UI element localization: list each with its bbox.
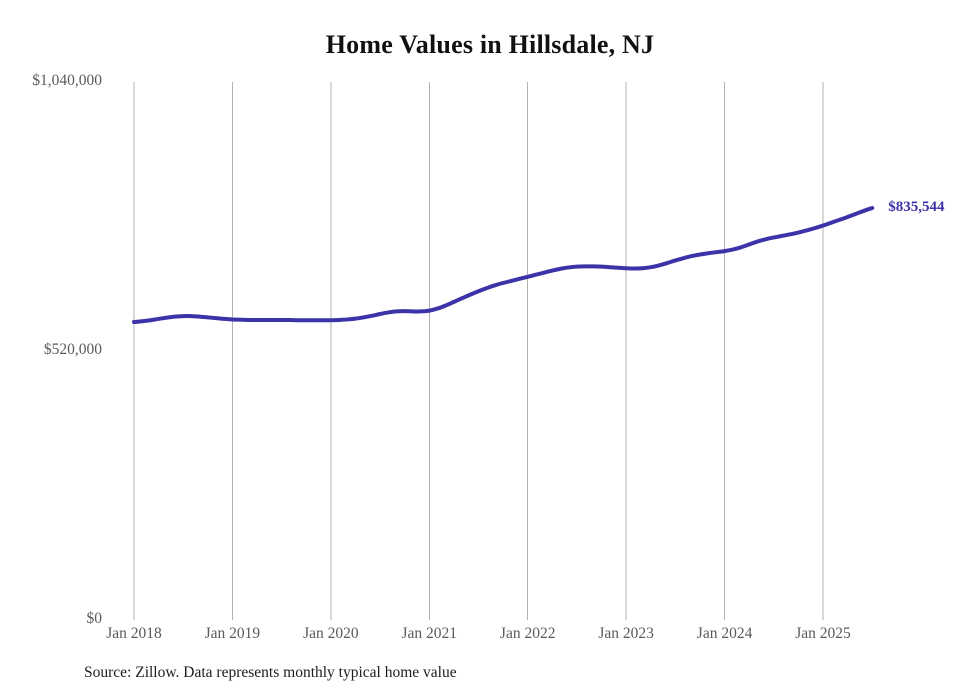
x-tick-label-2: Jan 2020 xyxy=(303,625,359,642)
gridlines-group xyxy=(133,82,824,620)
source-note: Source: Zillow. Data represents monthly … xyxy=(84,664,457,681)
x-tick-label-0: Jan 2018 xyxy=(106,625,162,642)
series-line-0 xyxy=(132,205,875,325)
y-tick-label-2: $0 xyxy=(86,610,103,627)
x-tick-label-1: Jan 2019 xyxy=(204,625,261,642)
x-tick-label-3: Jan 2021 xyxy=(401,625,458,642)
x-tick-label-4: Jan 2022 xyxy=(499,625,556,642)
x-tick-label-7: Jan 2025 xyxy=(795,625,851,642)
data-series-group xyxy=(132,205,875,325)
x-tick-label-5: Jan 2023 xyxy=(598,625,654,642)
x-tick-label-6: Jan 2024 xyxy=(696,625,753,642)
end-value-label: $835,544 xyxy=(888,198,945,215)
y-tick-label-0: $1,040,000 xyxy=(32,72,102,89)
y-tick-label-1: $520,000 xyxy=(43,341,102,358)
chart-title: Home Values in Hillsdale, NJ xyxy=(325,30,655,59)
